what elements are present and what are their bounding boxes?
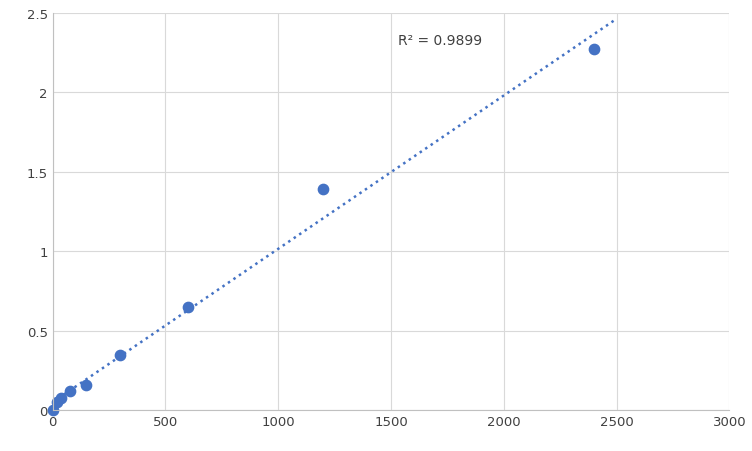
Text: R² = 0.9899: R² = 0.9899 (398, 34, 482, 48)
Point (63, 388, 75, 395)
Point (51, 399, 63, 406)
Point (114, 351, 126, 359)
Point (47, 407, 59, 414)
Point (80, 382, 92, 389)
Point (182, 304, 194, 311)
Point (317, 186, 329, 193)
Point (588, 46, 600, 54)
Point (55, 394, 67, 401)
